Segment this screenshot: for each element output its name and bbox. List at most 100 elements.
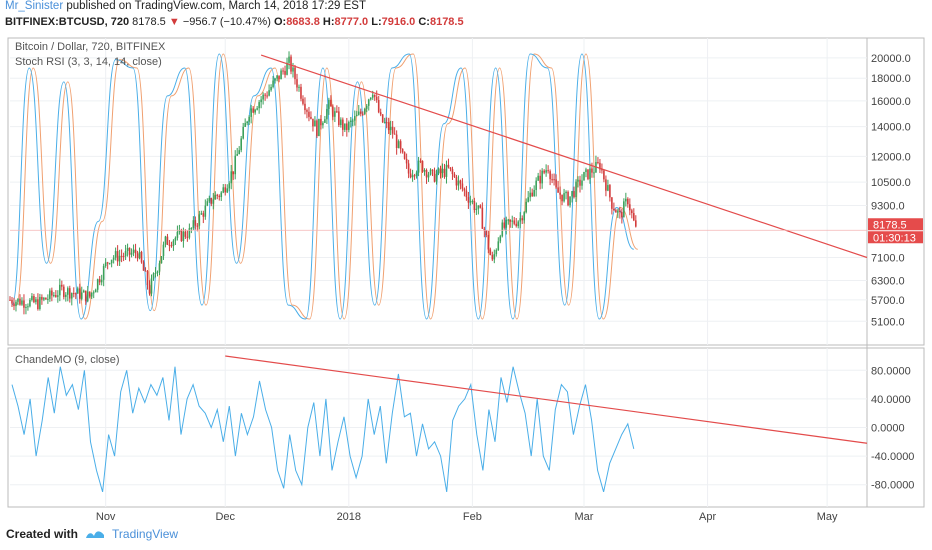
- candle-body: [49, 290, 51, 299]
- candle-body: [629, 204, 631, 211]
- candle-body: [451, 168, 454, 175]
- candle-body: [421, 161, 424, 172]
- candle-body: [9, 299, 11, 301]
- candle-body: [459, 180, 462, 184]
- candle-body: [57, 295, 59, 297]
- candle-body: [551, 179, 553, 181]
- candle-body: [479, 205, 482, 208]
- x-tick-label: Mar: [575, 511, 594, 523]
- candle-body: [162, 244, 165, 257]
- stoch-d-line: [15, 53, 639, 320]
- author-link[interactable]: Mr_Sinister: [5, 0, 64, 12]
- cmo-tick-label: -80.0000: [871, 480, 914, 492]
- candle-body: [445, 164, 448, 177]
- candle-body: [17, 298, 19, 302]
- candle-body: [25, 306, 27, 308]
- candle-body: [286, 62, 288, 75]
- candle-body: [256, 108, 258, 110]
- price-tick-label: 7100.0: [871, 253, 905, 265]
- price-pane-title: Bitcoin / Dollar, 720, BITFINEX: [15, 41, 166, 53]
- candle-body: [503, 222, 506, 228]
- candle-body: [615, 210, 617, 213]
- candle-body: [29, 299, 31, 307]
- price-tick-label: 6300.0: [871, 276, 905, 288]
- candle-body: [395, 134, 398, 149]
- candle-body: [252, 108, 254, 113]
- candle-body: [523, 212, 525, 221]
- candle-body: [441, 168, 444, 174]
- candle-body: [519, 218, 522, 222]
- candle-body: [533, 189, 535, 197]
- candle-body: [59, 284, 61, 296]
- candle-body: [593, 172, 595, 174]
- candle-body: [559, 192, 561, 195]
- candle-body: [411, 175, 414, 178]
- candle-body: [437, 168, 440, 174]
- candle-body: [37, 299, 39, 309]
- candle-body: [485, 230, 488, 236]
- candle-body: [621, 212, 623, 218]
- candle-body: [118, 255, 121, 262]
- candle-body: [573, 191, 575, 198]
- candle-body: [43, 297, 45, 300]
- price-trendline: [260, 54, 868, 259]
- candle-body: [212, 199, 215, 204]
- price-tick-label: 5100.0: [871, 316, 905, 328]
- candle-body: [300, 86, 302, 99]
- candle-body: [377, 100, 380, 113]
- candle-body: [182, 231, 185, 242]
- candle-body: [216, 194, 219, 196]
- candle-body: [453, 174, 456, 177]
- candle-body: [344, 123, 346, 130]
- candle-body: [112, 257, 115, 260]
- candle-body: [334, 111, 336, 117]
- candle-body: [391, 126, 394, 134]
- candle-body: [529, 192, 531, 198]
- price-tick-label: 9300.0: [871, 200, 905, 212]
- candle-body: [429, 169, 432, 175]
- candle-body: [352, 120, 354, 122]
- candle-body: [361, 113, 364, 115]
- candle-body: [481, 207, 484, 229]
- candle-body: [427, 174, 430, 178]
- candle-body: [525, 201, 527, 213]
- candle-body: [549, 171, 551, 180]
- candle-body: [605, 179, 607, 191]
- candle-body: [563, 193, 565, 202]
- candle-body: [463, 188, 466, 191]
- candle-body: [318, 118, 320, 137]
- candle-body: [304, 103, 306, 111]
- candle-body: [359, 111, 362, 114]
- candle-body: [222, 187, 225, 193]
- candle-body: [13, 303, 15, 307]
- low-value: 7916.0: [381, 16, 416, 28]
- candle-body: [242, 126, 244, 139]
- ohlc-bar: BITFINEX:BTCUSD, 720 8178.5 ▼ −956.7 (−1…: [5, 16, 464, 28]
- candle-body: [477, 205, 480, 209]
- candle-body: [499, 236, 502, 242]
- candle-body: [170, 245, 173, 247]
- candle-body: [355, 114, 358, 117]
- candle-body: [521, 218, 524, 221]
- candle-body: [409, 173, 412, 178]
- candle-body: [625, 198, 627, 202]
- candle-body: [116, 251, 119, 262]
- candle-body: [82, 290, 85, 293]
- candle-body: [385, 122, 388, 124]
- candle-body: [393, 133, 396, 135]
- candle-body: [535, 180, 537, 190]
- tradingview-brand[interactable]: TradingView: [112, 527, 179, 541]
- candle-body: [232, 171, 235, 175]
- candle-body: [276, 75, 278, 79]
- candle-body: [27, 306, 29, 308]
- candle-body: [76, 288, 79, 294]
- candle-body: [613, 208, 615, 211]
- candle-body: [90, 292, 93, 297]
- candle-body: [128, 247, 131, 255]
- price-chart[interactable]: Nov Dec 2018 Feb Mar Apr May 20000.0 18000.0 1600…: [0, 34, 932, 524]
- candle-body: [312, 118, 314, 127]
- candle-body: [571, 191, 573, 197]
- candle-body: [130, 252, 133, 255]
- candle-body: [489, 249, 492, 256]
- candle-body: [367, 99, 370, 106]
